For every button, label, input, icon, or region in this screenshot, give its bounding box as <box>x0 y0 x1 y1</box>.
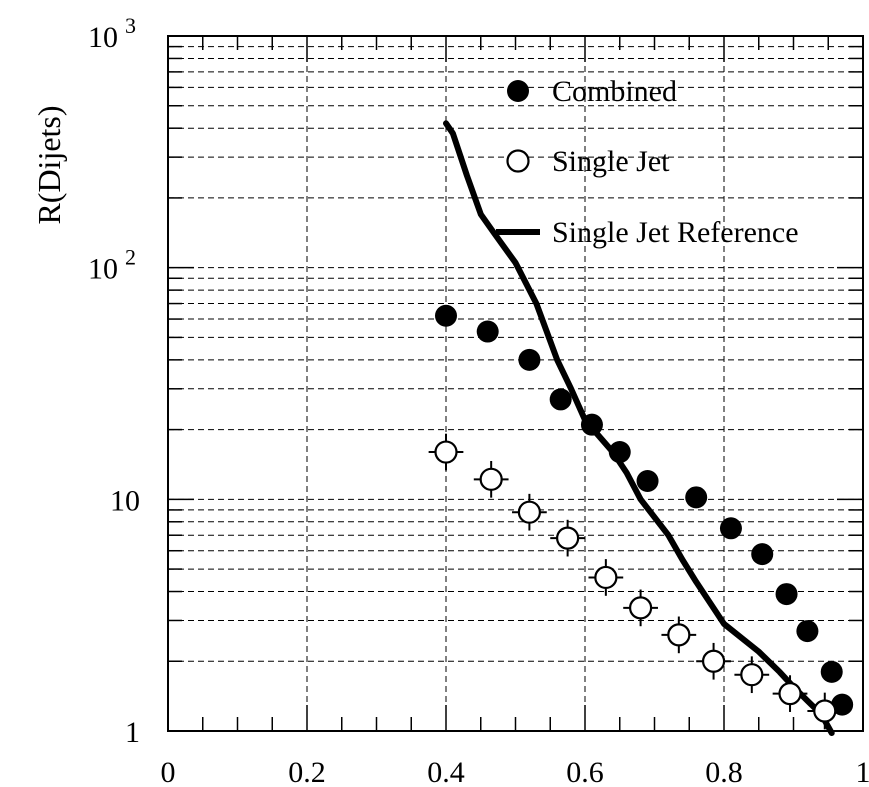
combined-point <box>580 413 603 436</box>
x-tick-label: 0 <box>161 756 176 787</box>
x-tick-label: 0.8 <box>705 756 743 787</box>
legend-label: Single Jet <box>552 145 670 178</box>
combined-point <box>685 486 708 509</box>
single-jet-point <box>628 596 653 620</box>
single-jet-point <box>556 526 580 550</box>
y-tick-label: 1 <box>125 716 140 749</box>
plot-frame <box>167 35 864 732</box>
y-tick-label: 10 <box>110 484 140 517</box>
grid-layer <box>168 36 863 731</box>
y-tick-label-exponent: 2 <box>125 245 136 270</box>
tick-label-layer: 0 0.2 0.4 0.6 0.8 1 1 10 10 2 10 3 <box>88 13 869 787</box>
x-tick-label: 0.4 <box>427 756 465 787</box>
combined-point <box>775 583 798 606</box>
marker-layer <box>428 304 854 730</box>
x-tick-label: 0.6 <box>566 756 604 787</box>
x-tick-label: 0.2 <box>288 756 326 787</box>
reference-line-layer <box>443 120 835 736</box>
single-jet-point <box>778 682 802 706</box>
tick-layer <box>167 36 864 731</box>
single-jet-point <box>813 699 837 723</box>
combined-point <box>476 320 499 343</box>
y-axis-label: R(Dijets) <box>31 105 67 224</box>
legend-marker-combined <box>507 80 529 102</box>
combined-point <box>820 660 843 683</box>
combined-point <box>608 441 631 464</box>
combined-point <box>796 620 819 643</box>
x-tick-label: 1 <box>856 756 869 787</box>
single-jet-point <box>667 623 691 647</box>
single-jet-point <box>479 467 503 491</box>
legend-label: Single Jet Reference <box>552 216 799 249</box>
combined-point <box>719 517 742 540</box>
y-tick-label: 10 <box>88 253 118 286</box>
combined-point <box>636 469 659 492</box>
combined-point <box>751 543 774 566</box>
single-jet-point <box>594 565 618 590</box>
single-jet-point <box>517 500 542 524</box>
combined-point <box>435 304 457 327</box>
y-tick-label: 10 <box>88 21 118 54</box>
combined-point <box>518 348 541 371</box>
y-tick-label-exponent: 3 <box>125 13 136 38</box>
legend-label: Combined <box>552 75 677 108</box>
legend: Combined Single Jet Single Jet Reference <box>496 75 799 249</box>
combined-point <box>549 388 572 411</box>
single-jet-point <box>701 649 726 673</box>
legend-marker-single-jet <box>506 149 530 173</box>
single-jet-point <box>434 440 458 464</box>
single-jet-reference-line <box>443 120 835 736</box>
single-jet-point <box>740 663 764 687</box>
